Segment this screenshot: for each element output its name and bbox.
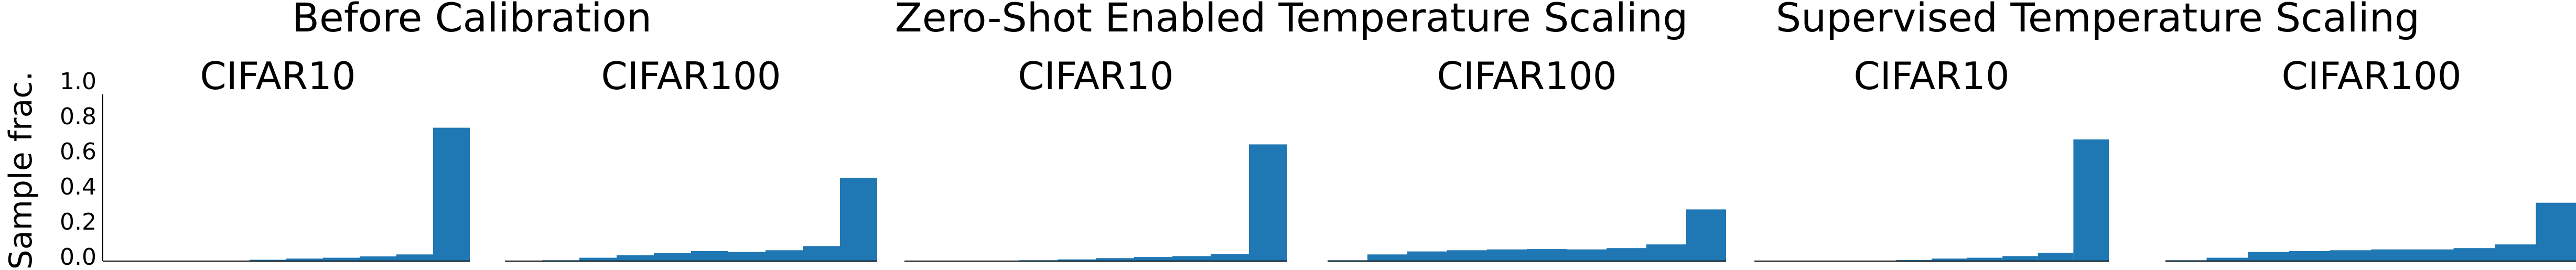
panel-title-supervised-cifar10: CIFAR10 [1853, 54, 2009, 98]
bar [250, 260, 286, 261]
bar [1527, 249, 1567, 261]
bar [1367, 254, 1407, 261]
bar [1407, 251, 1447, 261]
bar [1646, 244, 1686, 261]
panel-title-before-cifar10: CIFAR10 [200, 54, 355, 98]
bar [1932, 258, 1967, 261]
panel-supervised-cifar100 [2165, 202, 2576, 262]
bar [1487, 249, 1527, 261]
bar [1058, 259, 1096, 261]
bar [2536, 202, 2576, 261]
bar [2495, 244, 2536, 261]
panel-zeroshot-cifar100 [1328, 209, 1726, 262]
bar [766, 250, 803, 261]
y-tick-label: 1.0 [60, 68, 96, 95]
bar [1607, 248, 1646, 261]
bar [2038, 253, 2074, 261]
bar [2073, 139, 2109, 261]
panel-before-cifar100 [505, 178, 877, 262]
y-tick-label: 0.0 [60, 244, 96, 270]
bar [840, 178, 877, 261]
bar [2330, 250, 2372, 261]
bar [803, 246, 840, 261]
bar [1172, 256, 1211, 261]
bar [1567, 249, 1607, 261]
bar [1447, 250, 1487, 261]
bar [654, 253, 691, 261]
bar [2453, 248, 2495, 261]
group-title-supervised: Supervised Temperature Scaling [1776, 0, 2420, 41]
panel-title-zeroshot-cifar10: CIFAR10 [1018, 54, 1173, 98]
bar [617, 255, 654, 261]
y-tick-label: 0.4 [60, 174, 96, 200]
y-tick-labels: 1.0 0.8 0.6 0.4 0.2 0.0 [60, 68, 96, 270]
bar [1249, 144, 1287, 261]
bar [2002, 256, 2038, 261]
panel-title-before-cifar100: CIFAR100 [601, 54, 781, 98]
bar [323, 257, 360, 261]
bar [1967, 257, 2003, 261]
bar [579, 257, 617, 261]
bar [2248, 252, 2289, 261]
group-title-before: Before Calibration [292, 0, 652, 41]
panel-before-cifar10 [103, 127, 470, 262]
bar [360, 256, 396, 261]
panel-title-supervised-cifar100: CIFAR100 [2281, 54, 2461, 98]
bar [2412, 249, 2454, 261]
bar [433, 127, 470, 261]
panel-supervised-cifar10 [1754, 139, 2109, 262]
bar [2289, 251, 2330, 261]
y-tick-label: 0.2 [60, 209, 96, 235]
bar [2371, 249, 2412, 261]
bar [691, 251, 728, 261]
panel-zeroshot-cifar10 [904, 144, 1287, 262]
bar [1134, 257, 1172, 261]
bar [2206, 257, 2248, 261]
panel-title-zeroshot-cifar100: CIFAR100 [1437, 54, 1616, 98]
y-tick-label: 0.6 [60, 138, 96, 165]
bar [286, 258, 323, 261]
y-axis-label: Sample frac. [3, 71, 39, 270]
group-title-zero-shot: Zero-Shot Enabled Temperature Scaling [895, 0, 1688, 41]
bar [1686, 209, 1726, 261]
bar [728, 252, 766, 261]
bar [1211, 254, 1249, 261]
bar [396, 254, 433, 261]
bar [1096, 258, 1134, 261]
y-tick-label: 0.8 [60, 103, 96, 130]
